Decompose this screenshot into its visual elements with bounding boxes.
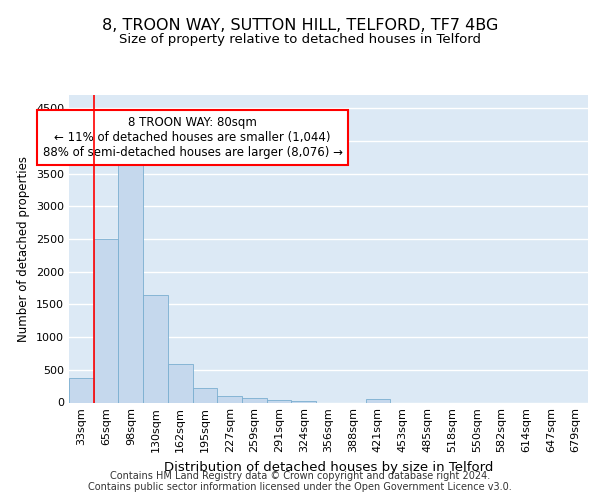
- Bar: [118, 159, 143, 402]
- Text: Contains HM Land Registry data © Crown copyright and database right 2024.
Contai: Contains HM Land Registry data © Crown c…: [88, 471, 512, 492]
- Bar: [267, 400, 292, 402]
- X-axis label: Distribution of detached houses by size in Telford: Distribution of detached houses by size …: [164, 461, 493, 474]
- Text: Size of property relative to detached houses in Telford: Size of property relative to detached ho…: [119, 32, 481, 46]
- Bar: [168, 364, 193, 403]
- Text: 8 TROON WAY: 80sqm
← 11% of detached houses are smaller (1,044)
88% of semi-deta: 8 TROON WAY: 80sqm ← 11% of detached hou…: [43, 116, 343, 159]
- Bar: [69, 378, 94, 402]
- Bar: [217, 396, 242, 402]
- Bar: [242, 398, 267, 402]
- Y-axis label: Number of detached properties: Number of detached properties: [17, 156, 31, 342]
- Bar: [143, 295, 168, 403]
- Bar: [94, 239, 118, 402]
- Bar: [292, 400, 316, 402]
- Bar: [193, 388, 217, 402]
- Text: 8, TROON WAY, SUTTON HILL, TELFORD, TF7 4BG: 8, TROON WAY, SUTTON HILL, TELFORD, TF7 …: [102, 18, 498, 32]
- Bar: [365, 399, 390, 402]
